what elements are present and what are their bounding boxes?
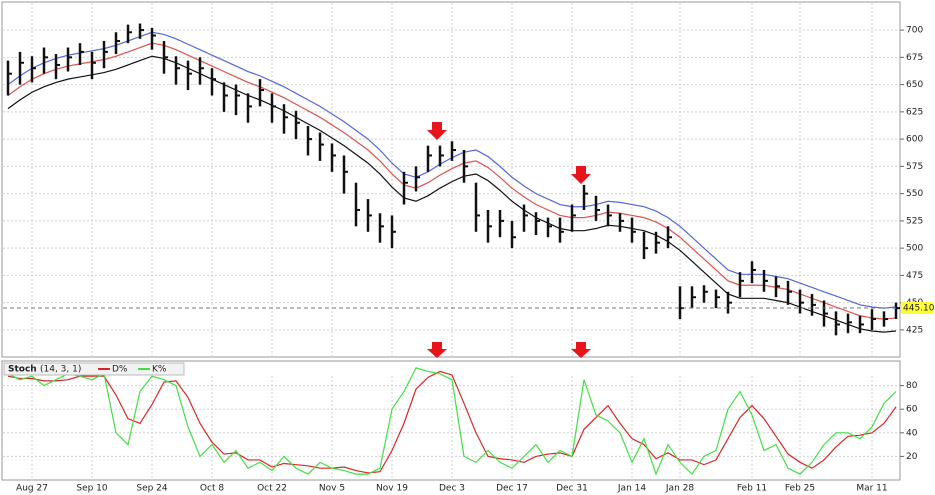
last-price-label: 445.10 xyxy=(903,304,935,314)
x-tick-label: Oct 22 xyxy=(257,484,287,494)
y-tick-label: 650 xyxy=(906,80,923,90)
stoch-params: (14, 3, 1) xyxy=(40,365,81,375)
y-tick-label: 525 xyxy=(906,216,923,226)
stoch-title: Stoch xyxy=(8,365,37,375)
arrow xyxy=(427,342,447,358)
y-tick-label: 80 xyxy=(906,381,918,391)
legend-label: K% xyxy=(152,365,167,375)
y-tick-label: 575 xyxy=(906,162,923,172)
arrow xyxy=(571,342,591,358)
x-tick-label: Oct 8 xyxy=(200,484,224,494)
x-tick-label: Jan 28 xyxy=(665,484,694,494)
x-tick-label: Feb 25 xyxy=(785,484,815,494)
x-tick-label: Dec 31 xyxy=(556,484,588,494)
y-tick-label: 20 xyxy=(906,452,918,462)
x-tick-label: Mar 11 xyxy=(856,484,887,494)
y-tick-label: 600 xyxy=(906,135,923,145)
arrow xyxy=(427,122,447,140)
x-tick-label: Jan 14 xyxy=(617,484,646,494)
x-tick-label: Sep 10 xyxy=(76,484,108,494)
y-tick-label: 475 xyxy=(906,271,923,281)
price-panel xyxy=(1,1,901,358)
y-tick-label: 550 xyxy=(906,189,923,199)
stoch-header xyxy=(3,362,185,376)
arrow xyxy=(571,166,591,184)
x-tick-label: Dec 3 xyxy=(439,484,465,494)
y-tick-label: 625 xyxy=(906,107,923,117)
legend-label: D% xyxy=(112,365,128,375)
moving-average xyxy=(7,42,897,320)
x-tick-label: Nov 19 xyxy=(376,484,408,494)
y-tick-label: 40 xyxy=(906,428,918,438)
stoch-line xyxy=(7,370,897,474)
x-tick-label: Sep 24 xyxy=(136,484,168,494)
moving-average xyxy=(7,55,897,333)
x-tick-label: Aug 27 xyxy=(16,484,48,494)
y-tick-label: 675 xyxy=(906,53,923,63)
last-price-box xyxy=(901,302,933,315)
y-tick-label: 60 xyxy=(906,405,918,415)
y-tick-label: 700 xyxy=(906,26,923,36)
x-tick-label: Nov 5 xyxy=(319,484,345,494)
arrows xyxy=(427,122,591,358)
x-tick-label: Dec 17 xyxy=(496,484,528,494)
stoch-line xyxy=(7,367,897,476)
y-tick-label: 500 xyxy=(906,244,923,254)
y-tick-label: 425 xyxy=(906,325,923,335)
x-tick-label: Feb 11 xyxy=(737,484,767,494)
